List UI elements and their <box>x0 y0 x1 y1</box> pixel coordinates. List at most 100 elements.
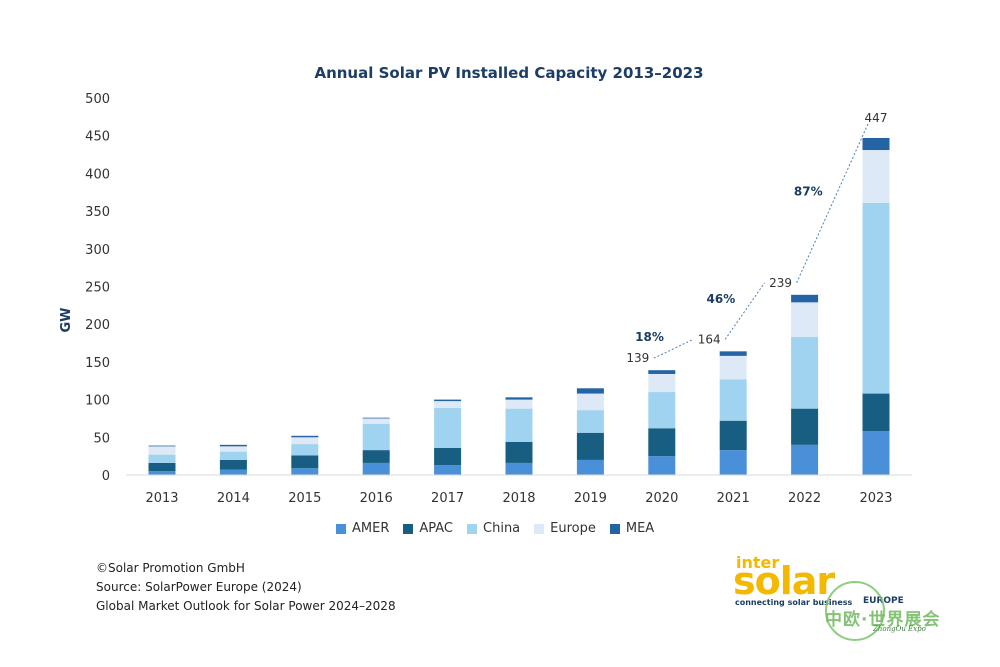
legend-label: AMER <box>352 521 390 536</box>
report-text: Global Market Outlook for Solar Power 20… <box>96 599 396 613</box>
logo-inter: inter <box>736 553 780 572</box>
bar-segment-mea-2014 <box>219 444 247 447</box>
legend-item-apac: APAC <box>403 521 453 536</box>
bar-segment-amer-2021 <box>719 450 747 475</box>
x-tick-label: 2014 <box>217 491 250 506</box>
legend-label: China <box>483 521 521 536</box>
bar-segment-amer-2018 <box>505 462 533 475</box>
bar-segment-china-2013 <box>148 454 176 463</box>
bar-segment-amer-2016 <box>362 462 390 475</box>
x-tick-label: 2016 <box>360 491 393 506</box>
chart-title: Annual Solar PV Installed Capacity 2013–… <box>314 64 703 82</box>
growth-connector-2023 <box>796 123 869 283</box>
y-tick-label: 350 <box>85 205 110 220</box>
bar-segment-mea-2021 <box>719 351 747 356</box>
legend-item-china: China <box>467 521 520 536</box>
y-tick-label: 500 <box>85 92 110 107</box>
legend-swatch <box>336 523 346 534</box>
bar-segment-europe-2014 <box>219 446 247 452</box>
legend-item-europe: Europe <box>534 521 596 536</box>
y-axis-label: GW <box>59 307 74 332</box>
bar-segment-china-2018 <box>505 408 533 442</box>
intersolar-logo: inter solar connecting solar business EU… <box>733 553 973 653</box>
source-notes: ©Solar Promotion GmbH Source: SolarPower… <box>96 559 396 616</box>
bar-segment-apac-2013 <box>148 462 176 472</box>
growth-label-2022: 46% <box>707 292 736 306</box>
bar-segment-amer-2017 <box>434 465 462 475</box>
bar-segment-apac-2016 <box>362 450 390 463</box>
bar-segment-apac-2023 <box>862 393 890 432</box>
x-tick-label: 2021 <box>717 491 750 506</box>
total-label-2020: 139 <box>626 351 649 365</box>
y-tick-label: 250 <box>85 281 110 296</box>
y-tick-label: 400 <box>85 167 110 182</box>
bar-segment-mea-2013 <box>148 445 176 447</box>
bar-segment-europe-2013 <box>148 446 176 455</box>
bar-segment-china-2014 <box>219 451 247 460</box>
bar-segment-europe-2016 <box>362 418 390 424</box>
bar-segment-amer-2022 <box>791 444 819 475</box>
x-tick-label: 2023 <box>859 491 892 506</box>
bar-segment-mea-2020 <box>648 370 676 374</box>
x-tick-label: 2020 <box>645 491 678 506</box>
total-label-2023: 447 <box>865 111 888 125</box>
x-tick-label: 2018 <box>502 491 535 506</box>
bar-segment-mea-2019 <box>576 388 604 394</box>
bar-segment-china-2019 <box>576 410 604 433</box>
legend-label: MEA <box>625 521 655 536</box>
legend-item-mea: MEA <box>609 521 655 536</box>
y-axis: 0 50 100 150 200 250 300 350 400 450 500 <box>85 92 110 484</box>
bar-segment-apac-2017 <box>434 447 462 466</box>
x-tick-label: 2013 <box>145 491 178 506</box>
bar-segment-china-2017 <box>434 407 462 448</box>
bar-segment-amer-2014 <box>219 469 247 475</box>
legend-swatch <box>609 523 620 534</box>
annotations: 139 164 239 447 18% 46% 87% <box>626 111 887 365</box>
bar-segment-amer-2019 <box>576 459 604 475</box>
bar-segment-apac-2014 <box>219 459 247 470</box>
x-tick-label: 2015 <box>288 491 321 506</box>
source-text: Source: SolarPower Europe (2024) <box>96 580 302 594</box>
bar-segment-apac-2022 <box>791 408 819 445</box>
legend-label: APAC <box>419 521 454 536</box>
bar-segment-apac-2020 <box>648 428 676 457</box>
watermark-globe-icon <box>825 581 885 641</box>
total-label-2021: 164 <box>698 332 721 346</box>
bar-segment-amer-2023 <box>862 431 890 475</box>
y-tick-label: 100 <box>85 394 110 409</box>
bar-segment-apac-2015 <box>291 455 319 469</box>
logo-solar: solar <box>733 559 835 603</box>
bar-segment-europe-2019 <box>576 393 604 411</box>
bar-segment-mea-2018 <box>505 397 533 400</box>
bar-segment-europe-2018 <box>505 399 533 409</box>
legend-swatch <box>403 523 414 534</box>
bar-segment-apac-2021 <box>719 420 747 451</box>
bar-segment-china-2015 <box>291 444 319 456</box>
legend-swatch <box>467 523 478 534</box>
x-tick-label: 2017 <box>431 491 464 506</box>
bar-segment-china-2021 <box>719 379 747 421</box>
bar-segment-amer-2015 <box>291 468 319 475</box>
bar-segment-china-2020 <box>648 392 676 429</box>
bar-segment-europe-2015 <box>291 437 319 445</box>
watermark-subtext: ZhongOu Expo <box>873 625 926 633</box>
watermark-text: 中欧·世界展会 <box>825 610 941 630</box>
bar-segment-china-2023 <box>862 202 890 394</box>
x-tick-label: 2019 <box>574 491 607 506</box>
legend: AMER APAC China Europe MEA <box>336 521 654 536</box>
y-tick-label: 150 <box>85 356 110 371</box>
bar-segment-europe-2022 <box>791 302 819 338</box>
y-tick-label: 300 <box>85 243 110 258</box>
bar-segment-europe-2023 <box>862 150 890 203</box>
growth-connector-2021 <box>653 338 694 359</box>
y-tick-label: 450 <box>85 130 110 145</box>
bar-segment-china-2022 <box>791 337 819 409</box>
bar-segment-mea-2015 <box>291 435 319 438</box>
growth-label-2021: 18% <box>635 330 664 344</box>
bar-segment-apac-2019 <box>576 432 604 460</box>
bar-segment-europe-2020 <box>648 373 676 393</box>
legend-item-amer: AMER <box>336 521 389 536</box>
y-tick-label: 0 <box>102 469 110 484</box>
bar-segment-mea-2016 <box>362 417 390 419</box>
